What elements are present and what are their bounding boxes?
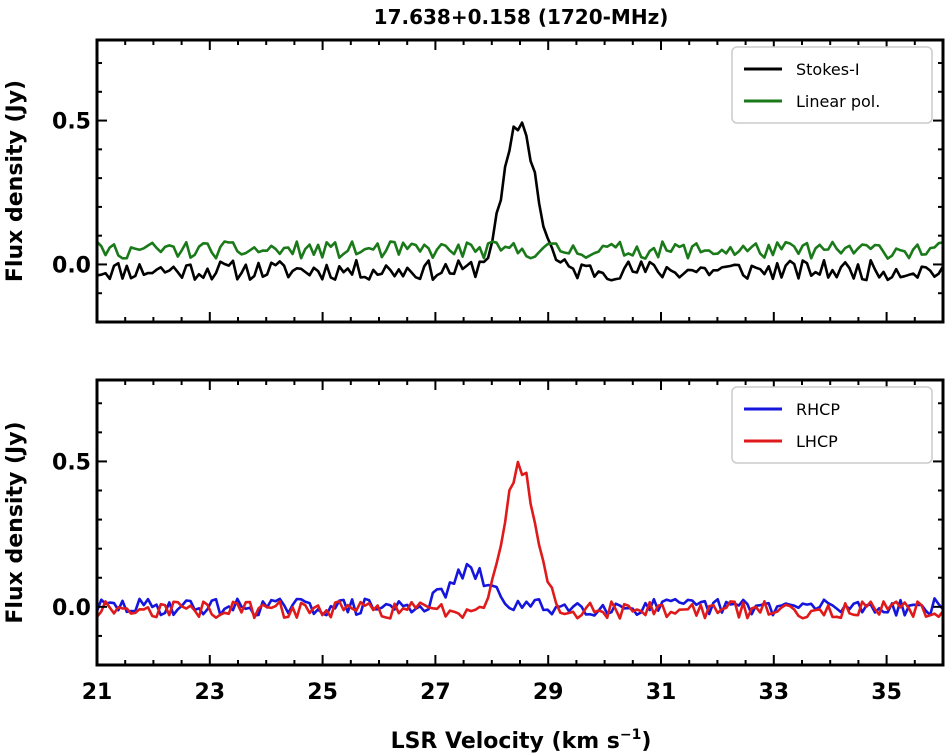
x-tick-label: 33 <box>758 680 789 705</box>
x-tick-label: 23 <box>194 680 225 705</box>
x-axis-label-main: LSR Velocity (km s <box>391 729 620 754</box>
y-tick-label: 0.5 <box>52 450 91 475</box>
panel-2: 0.0 0.5 21 23 25 27 29 31 33 35 Flux density (Jy) R… <box>3 378 945 705</box>
x-tick-label: 21 <box>82 680 113 705</box>
legend: RHCP LHCP <box>731 386 933 464</box>
x-tick-label: 35 <box>871 680 902 705</box>
x-tick-label: 27 <box>420 680 451 705</box>
legend-label: Linear pol. <box>796 92 880 111</box>
x-tick-label: 29 <box>533 680 564 705</box>
legend: Stokes-I Linear pol. <box>731 46 933 124</box>
y-axis-label: Flux density (Jy) <box>3 80 28 282</box>
series-line-stokes-i <box>96 121 945 282</box>
legend-label: RHCP <box>796 400 840 419</box>
y-tick-label: 0.5 <box>52 110 91 135</box>
y-axis-label: Flux density (Jy) <box>3 421 28 623</box>
series-line-rhcp <box>95 562 944 617</box>
y-tick-label: 0.0 <box>52 596 91 621</box>
y-tick-label: 0.0 <box>52 253 91 278</box>
x-axis-label-close: ) <box>641 729 651 754</box>
panel-1: 0.0 0.5 Flux density (Jy) Stokes-I Linear po… <box>3 38 945 324</box>
chart-title: 17.638+0.158 (1720-MHz) <box>374 5 669 29</box>
legend-label: Stokes-I <box>796 60 860 79</box>
legend-box <box>731 386 933 464</box>
x-axis-label-exponent: −1 <box>620 727 641 743</box>
legend-box <box>731 46 933 124</box>
series-line-linear-pol <box>96 240 944 260</box>
legend-label: LHCP <box>796 432 838 451</box>
x-axis-label: LSR Velocity (km s−1) <box>391 727 652 754</box>
x-tick-label: 25 <box>307 680 338 705</box>
x-tick-label: 31 <box>646 680 677 705</box>
series-line-lhcp <box>95 460 945 620</box>
